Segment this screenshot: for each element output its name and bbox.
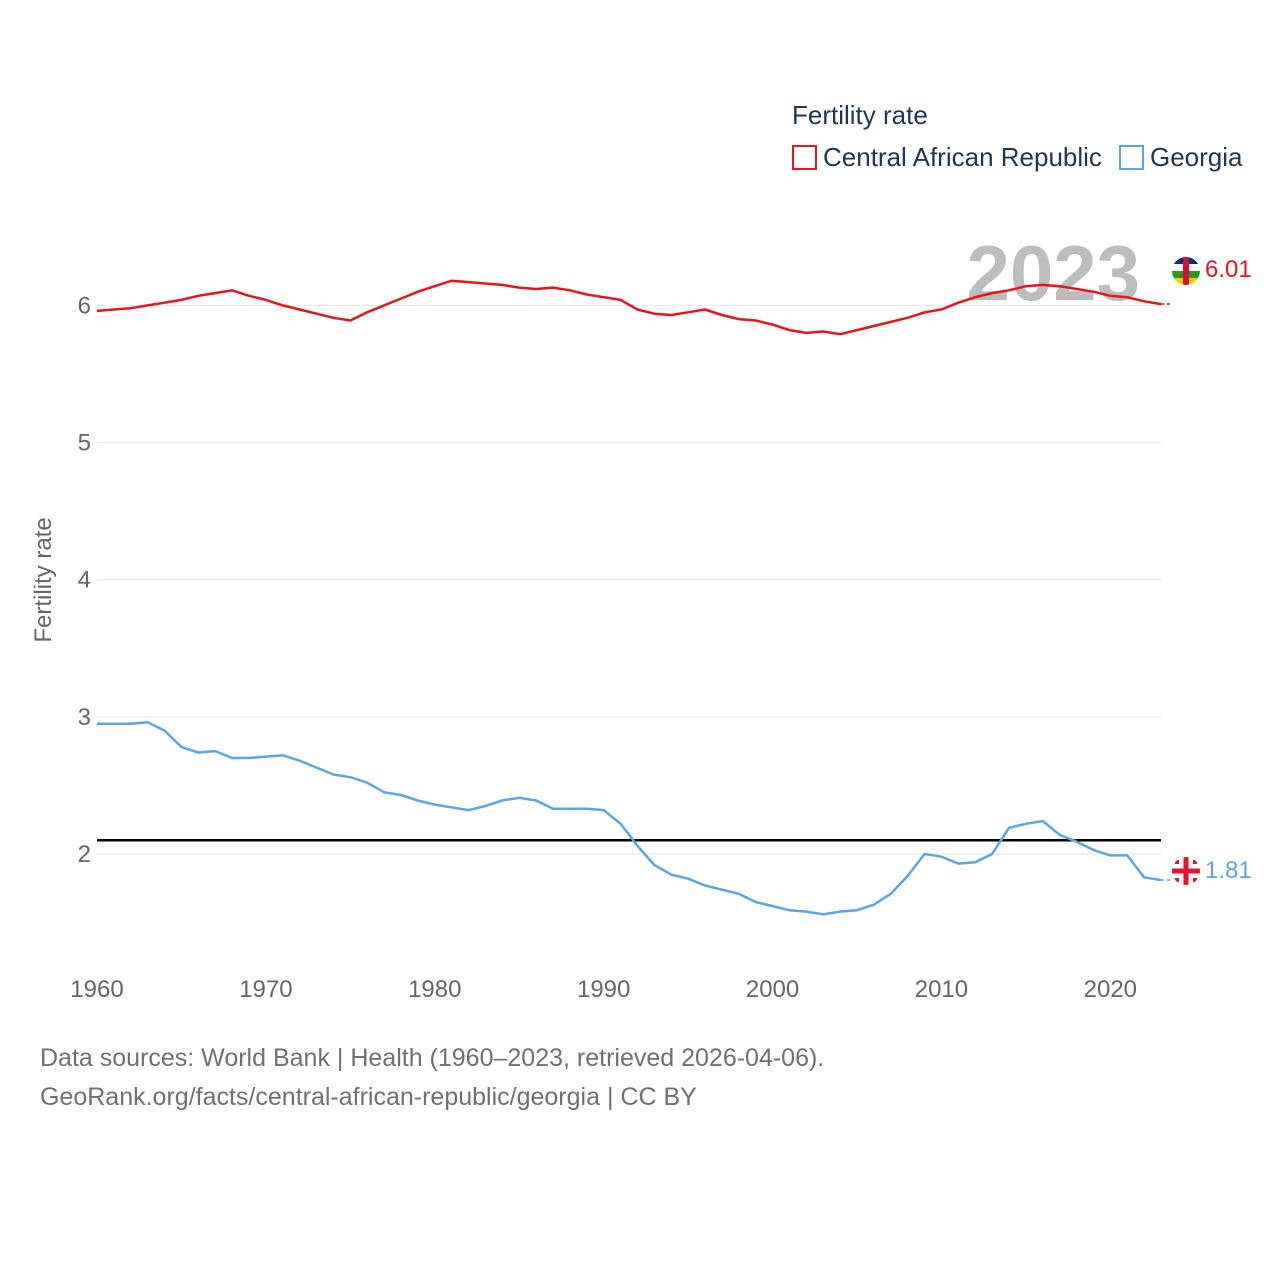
x-tick-label: 1960 xyxy=(70,976,123,1003)
legend-label: Central African Republic xyxy=(823,142,1102,172)
footer-sources: Data sources: World Bank | Health (1960–… xyxy=(40,1044,825,1072)
central-african-republic-end-value: 6.01 xyxy=(1205,256,1252,283)
y-tick-label: 3 xyxy=(78,704,91,731)
x-tick-label: 1980 xyxy=(408,976,461,1003)
y-axis-ticks: 2 3 4 5 6 xyxy=(78,292,91,868)
series-line-central-african-republic[interactable] xyxy=(96,279,1162,336)
y-axis-title: Fertility rate xyxy=(30,517,57,642)
x-tick-label: 1990 xyxy=(577,976,630,1003)
fertility-rate-chart: 2 3 4 5 6 1960 1970 1980 1990 2000 2010 2020 Ferti… xyxy=(30,100,1252,1003)
legend-item-central-african-republic[interactable]: Central African Republic xyxy=(792,142,1102,172)
series-line-georgia[interactable] xyxy=(97,721,1162,916)
georgia-end-value: 1.81 xyxy=(1205,857,1252,884)
y-tick-label: 2 xyxy=(78,841,91,868)
legend-swatch xyxy=(1119,145,1144,170)
central-african-republic-flag-icon xyxy=(1172,257,1200,285)
year-watermark: 2023 xyxy=(966,229,1140,317)
y-tick-label: 6 xyxy=(78,292,91,319)
x-tick-label: 2020 xyxy=(1084,976,1137,1003)
legend-label: Georgia xyxy=(1150,142,1243,172)
legend-title: Fertility rate xyxy=(792,100,928,130)
legend: Fertility rate Central African Republic … xyxy=(792,100,1243,172)
x-tick-label: 1970 xyxy=(239,976,292,1003)
x-tick-label: 2010 xyxy=(915,976,968,1003)
grid-lines xyxy=(97,304,1161,855)
series-lines xyxy=(96,279,1172,916)
x-axis-ticks: 1960 1970 1980 1990 2000 2010 2020 xyxy=(70,976,1137,1003)
georgia-flag-icon xyxy=(1172,857,1200,885)
x-tick-label: 2000 xyxy=(746,976,799,1003)
y-tick-label: 4 xyxy=(78,567,91,594)
legend-item-georgia[interactable]: Georgia xyxy=(1119,142,1243,172)
y-tick-label: 5 xyxy=(78,430,91,457)
legend-swatch xyxy=(792,145,817,170)
footer-link[interactable]: GeoRank.org/facts/central-african-republ… xyxy=(40,1083,697,1111)
